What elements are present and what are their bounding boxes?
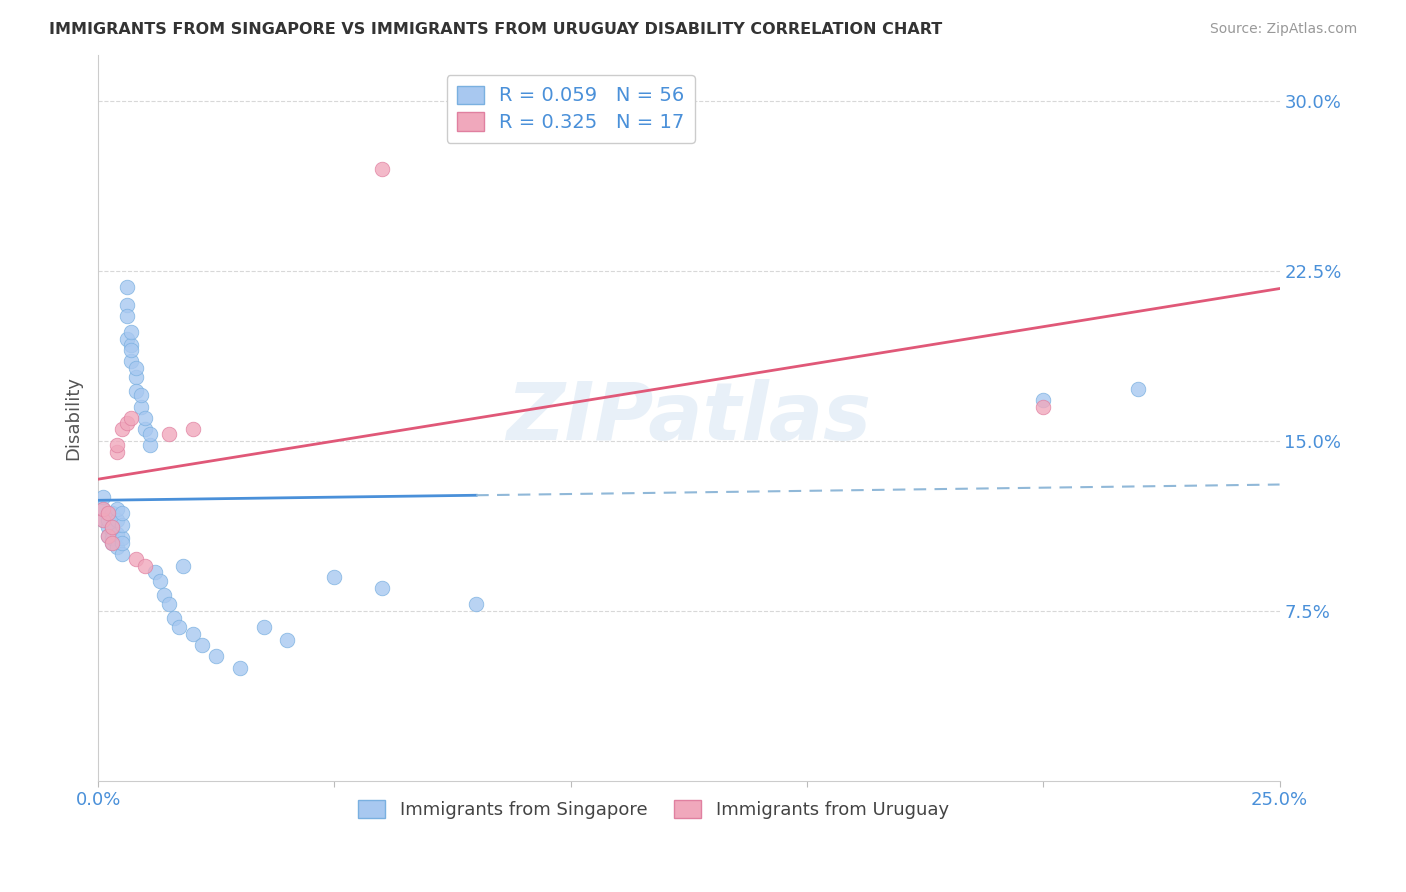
Y-axis label: Disability: Disability: [65, 376, 82, 460]
Point: [129, 400, 152, 414]
Text: IMMIGRANTS FROM SINGAPORE VS IMMIGRANTS FROM URUGUAY DISABILITY CORRELATION CHAR: IMMIGRANTS FROM SINGAPORE VS IMMIGRANTS …: [49, 22, 942, 37]
Point: [125, 384, 148, 398]
Point: [101, 520, 124, 534]
Point: [111, 547, 134, 561]
Point: [120, 411, 142, 425]
Point: [134, 422, 156, 436]
Point: [111, 536, 134, 550]
Point: [163, 610, 186, 624]
Point: [252, 620, 274, 634]
Point: [115, 279, 138, 293]
Point: [97, 513, 120, 527]
Point: [97, 506, 120, 520]
Point: [157, 426, 180, 441]
Point: [153, 588, 176, 602]
Point: [139, 426, 162, 441]
Point: [111, 506, 134, 520]
Point: [101, 524, 124, 539]
Point: [167, 620, 190, 634]
Point: [149, 574, 172, 589]
Point: [129, 388, 152, 402]
Point: [101, 520, 124, 534]
Point: [105, 541, 128, 555]
Point: [276, 633, 298, 648]
Point: [115, 332, 138, 346]
Point: [120, 354, 142, 368]
Point: [120, 343, 142, 357]
Point: [97, 529, 120, 543]
Point: [229, 660, 252, 674]
Point: [143, 566, 166, 580]
Point: [205, 649, 228, 664]
Point: [370, 161, 392, 176]
Point: [125, 361, 148, 376]
Point: [101, 536, 124, 550]
Point: [370, 581, 392, 595]
Point: [105, 526, 128, 541]
Point: [115, 298, 138, 312]
Point: [101, 536, 124, 550]
Point: [91, 501, 114, 516]
Point: [91, 491, 114, 505]
Point: [125, 370, 148, 384]
Point: [1126, 382, 1149, 396]
Point: [101, 506, 124, 520]
Point: [115, 416, 138, 430]
Point: [139, 438, 162, 452]
Text: Source: ZipAtlas.com: Source: ZipAtlas.com: [1209, 22, 1357, 37]
Point: [120, 325, 142, 339]
Point: [97, 506, 120, 520]
Point: [115, 309, 138, 323]
Point: [134, 558, 156, 573]
Point: [125, 551, 148, 566]
Point: [105, 438, 128, 452]
Point: [172, 558, 194, 573]
Point: [105, 513, 128, 527]
Point: [181, 626, 204, 640]
Point: [191, 638, 214, 652]
Point: [101, 531, 124, 545]
Point: [323, 570, 346, 584]
Point: [111, 422, 134, 436]
Point: [465, 597, 488, 611]
Point: [91, 513, 114, 527]
Point: [120, 338, 142, 352]
Point: [91, 501, 114, 516]
Point: [181, 422, 204, 436]
Point: [157, 597, 180, 611]
Point: [105, 501, 128, 516]
Point: [111, 531, 134, 545]
Point: [1032, 392, 1054, 407]
Point: [1032, 400, 1054, 414]
Legend: Immigrants from Singapore, Immigrants from Uruguay: Immigrants from Singapore, Immigrants fr…: [350, 793, 956, 826]
Point: [91, 513, 114, 527]
Point: [134, 411, 156, 425]
Point: [111, 517, 134, 532]
Text: ZIPatlas: ZIPatlas: [506, 379, 872, 457]
Point: [97, 529, 120, 543]
Point: [97, 520, 120, 534]
Point: [105, 445, 128, 459]
